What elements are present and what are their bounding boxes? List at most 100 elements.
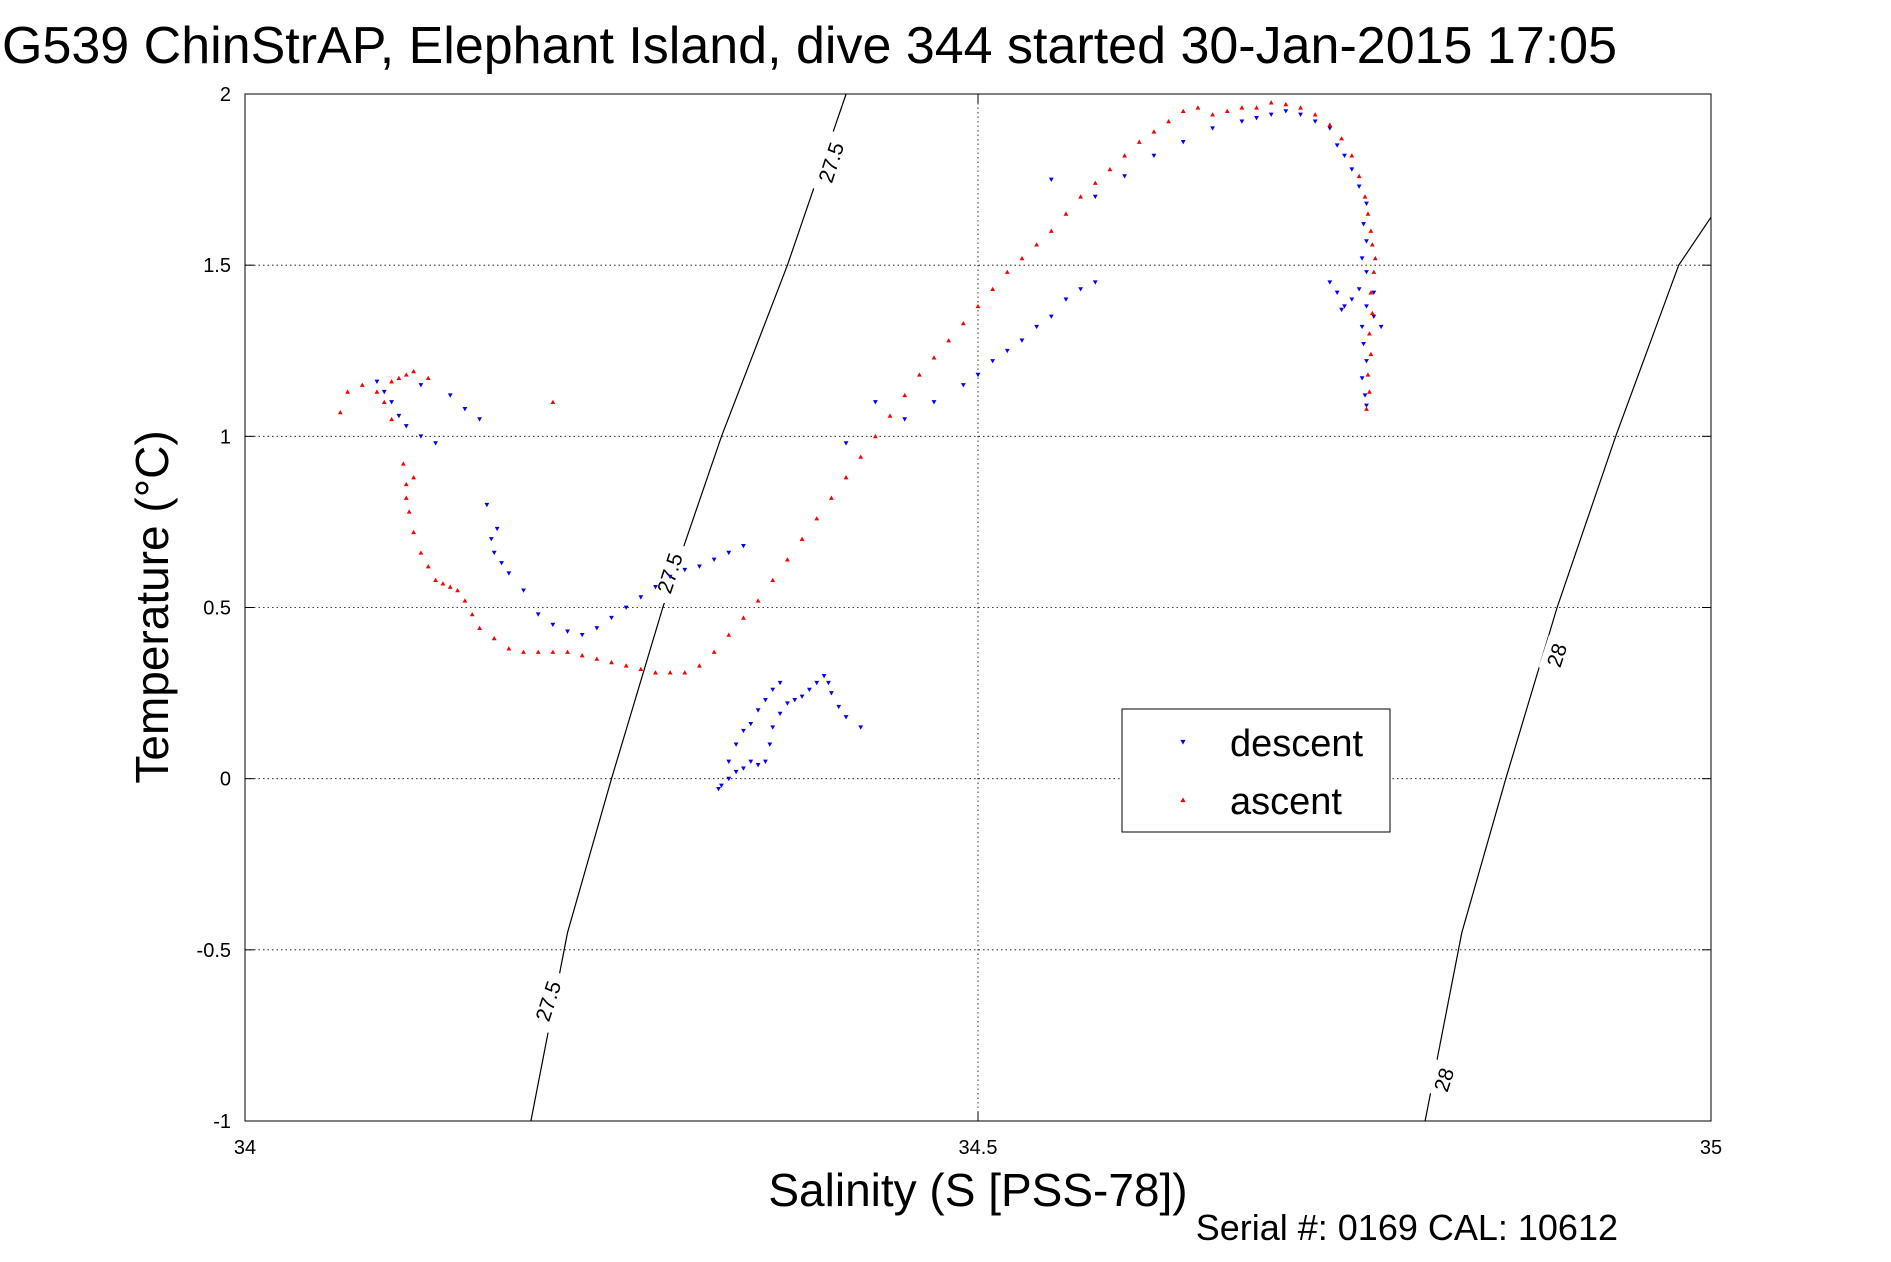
descent-point [653, 585, 658, 590]
ascent-point [829, 495, 834, 500]
descent-point [741, 728, 746, 734]
descent-point [521, 588, 526, 593]
ascent-point [425, 375, 431, 381]
descent-point [462, 407, 468, 412]
descent-point [550, 622, 556, 628]
ascent-point [1034, 242, 1040, 247]
ascent-point [1327, 122, 1333, 127]
y-tick-label: 2 [220, 84, 231, 106]
descent-point [535, 612, 541, 617]
y-tick-label: 0.5 [203, 598, 231, 620]
descent-point [741, 766, 746, 771]
ascent-point [755, 598, 761, 603]
ascent-point [623, 663, 629, 668]
descent-point [1342, 304, 1347, 309]
descent-point [931, 400, 937, 405]
x-tick-label: 34.5 [959, 1137, 998, 1159]
descent-point [1361, 222, 1366, 227]
ascent-point [887, 413, 893, 418]
descent-point [1034, 324, 1040, 330]
ascent-point [1283, 101, 1289, 107]
descent-point [777, 711, 783, 717]
x-axis-label: Salinity (S [PSS-78]) [768, 1164, 1187, 1216]
ascent-point [814, 516, 820, 521]
descent-point [1362, 393, 1368, 398]
descent-point [491, 550, 497, 556]
descent-point [748, 759, 754, 764]
ascent-point [535, 649, 541, 654]
ascent-point [1365, 211, 1371, 216]
ascent-point [843, 475, 849, 480]
descent-point [1268, 112, 1274, 117]
descent-point [975, 372, 981, 378]
ascent-point [726, 632, 732, 637]
ascent-point [1122, 153, 1127, 158]
ascent-point [411, 475, 416, 480]
descent-point [484, 502, 490, 508]
descent-point [1122, 174, 1127, 179]
descent-point [1092, 194, 1098, 200]
ascent-point [1048, 228, 1054, 233]
ascent-point [1092, 180, 1098, 185]
y-tick-label: -1 [213, 1111, 231, 1133]
descent-point [477, 417, 482, 422]
descent-point [1364, 201, 1369, 206]
ascent-point [1151, 129, 1157, 134]
descent-point [1092, 280, 1098, 285]
descent-point [638, 595, 644, 600]
descent-point [697, 564, 702, 569]
ascent-point [1210, 112, 1215, 117]
ascent-point [1372, 255, 1378, 261]
legend-marker-descent [1180, 739, 1186, 745]
legend-label-ascent: ascent [1230, 781, 1342, 823]
descent-point [1334, 143, 1340, 148]
descent-point [1048, 177, 1054, 182]
descent-point [1364, 239, 1369, 244]
descent-point [667, 574, 673, 580]
ascent-point [469, 611, 475, 617]
ascent-point [1019, 255, 1025, 261]
ascent-point [359, 382, 365, 387]
descent-point [799, 694, 805, 699]
ascent-point [741, 615, 746, 620]
descent-point [726, 550, 732, 556]
contour-label: 28 [1538, 634, 1572, 675]
descent-point [381, 389, 387, 395]
descent-point [1298, 112, 1303, 117]
descent-point [579, 632, 585, 638]
ascent-point [594, 656, 600, 661]
descent-point [1180, 140, 1186, 145]
ascent-point [1367, 331, 1372, 336]
descent-point [1239, 119, 1245, 124]
ascent-point [418, 550, 424, 555]
ascent-point [1339, 136, 1344, 141]
ascent-point [403, 481, 409, 487]
descent-point [1356, 287, 1362, 292]
data-points [337, 100, 1384, 792]
descent-point [1371, 290, 1377, 295]
descent-point [763, 698, 768, 703]
density-contour-line [1424, 216, 1712, 1122]
ascent-point [550, 399, 556, 405]
ascent-point [1254, 105, 1259, 110]
descent-point [990, 359, 996, 364]
ascent-point [960, 320, 966, 326]
density-contours [530, 93, 1712, 1122]
ascent-point [682, 670, 688, 675]
ascent-point [400, 461, 406, 466]
descent-point [1364, 359, 1369, 364]
descent-point [1361, 341, 1366, 347]
descent-point [829, 691, 834, 696]
legend-marker-ascent [1180, 797, 1186, 803]
ascent-point [1368, 351, 1374, 357]
descent-point [785, 701, 790, 706]
descent-point [960, 383, 966, 388]
descent-point [770, 725, 776, 730]
ascent-point [403, 372, 409, 377]
ascent-point [638, 666, 644, 672]
descent-point [836, 704, 842, 710]
descent-point [792, 698, 798, 703]
ascent-point [447, 584, 453, 589]
descent-point [1151, 153, 1157, 159]
